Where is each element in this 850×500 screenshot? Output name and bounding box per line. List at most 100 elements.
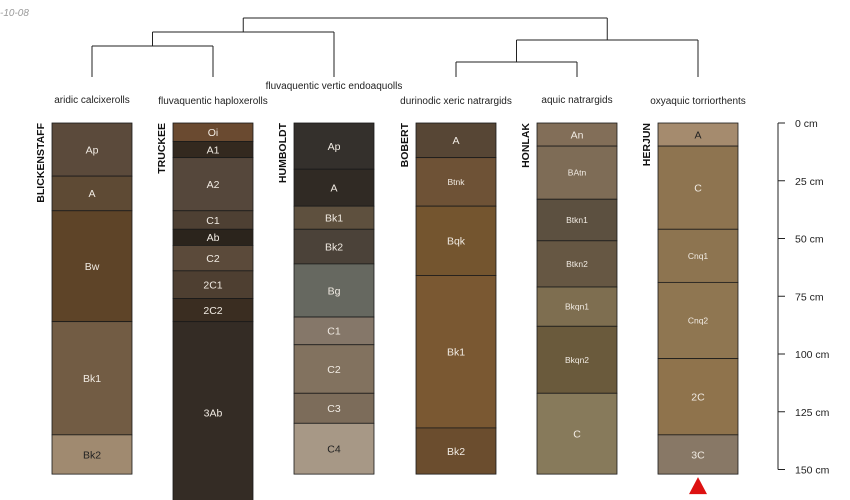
horizon-label: Bw bbox=[85, 261, 100, 273]
horizon-humboldt-4: Bg bbox=[293, 263, 375, 318]
horizon-label: C2 bbox=[206, 253, 220, 265]
horizon-humboldt-0: Ap bbox=[293, 122, 375, 170]
horizon-humboldt-3: Bk2 bbox=[293, 228, 375, 265]
horizon-honlak-1: BAtn bbox=[536, 145, 618, 200]
horizon-bobert-0: A bbox=[415, 122, 497, 159]
horizon-truckee-2: A2 bbox=[172, 157, 254, 212]
soil-profiles: Ap A Bw Bk1 Bk2 BLICKENSTAFF Oi A1 A2 C1 Ab C2 2C1 2C… bbox=[35, 122, 739, 500]
horizon-label: C4 bbox=[327, 443, 341, 455]
horizon-rect bbox=[657, 281, 739, 360]
horizon-honlak-5: Bkqn2 bbox=[536, 325, 618, 394]
dendrogram bbox=[91, 17, 699, 77]
horizon-blickenstaff-0: Ap bbox=[51, 122, 133, 177]
taxon-label-blickenstaff: aridic calcixerolls bbox=[54, 95, 130, 106]
horizon-rect bbox=[51, 434, 133, 475]
depth-marker-triangle bbox=[689, 477, 707, 495]
horizon-truckee-8: 3Ab bbox=[172, 321, 254, 500]
horizon-rect bbox=[172, 321, 254, 500]
horizon-rect bbox=[293, 122, 375, 170]
horizon-label: Cnq1 bbox=[688, 251, 709, 261]
taxon-label-humboldt: fluvaquentic vertic endoaquolls bbox=[266, 81, 403, 92]
profile-name: BOBERT bbox=[399, 122, 411, 167]
horizon-label: C bbox=[573, 428, 581, 440]
profile-truckee: Oi A1 A2 C1 Ab C2 2C1 2C2 3Ab TRUCKEE bbox=[156, 122, 254, 500]
horizon-rect bbox=[536, 198, 618, 242]
horizon-blickenstaff-2: Bw bbox=[51, 210, 133, 323]
horizon-label: 2C2 bbox=[203, 305, 222, 317]
horizon-honlak-2: Btkn1 bbox=[536, 198, 618, 242]
horizon-blickenstaff-4: Bk2 bbox=[51, 434, 133, 475]
horizon-herjun-3: Cnq2 bbox=[657, 281, 739, 360]
horizon-label: A bbox=[694, 129, 701, 141]
depth-tick-label: 150 cm bbox=[795, 465, 830, 477]
horizon-truckee-1: A1 bbox=[172, 141, 254, 159]
horizon-herjun-2: Cnq1 bbox=[657, 228, 739, 283]
horizon-rect bbox=[51, 175, 133, 212]
horizon-label: An bbox=[571, 129, 584, 141]
taxon-labels: aridic calcixerolls fluvaquentic haploxer… bbox=[54, 81, 746, 107]
horizon-label: A1 bbox=[207, 144, 220, 156]
taxon-label-truckee: fluvaquentic haploxerolls bbox=[158, 96, 268, 107]
horizon-rect bbox=[51, 321, 133, 436]
horizon-rect bbox=[293, 168, 375, 207]
horizon-label: A bbox=[452, 135, 459, 147]
profile-blickenstaff: Ap A Bw Bk1 Bk2 BLICKENSTAFF bbox=[35, 122, 133, 475]
horizon-rect bbox=[293, 228, 375, 265]
horizon-truckee-7: 2C2 bbox=[172, 298, 254, 323]
profile-bobert: A Btnk Bqk Bk1 Bk2 BOBERT bbox=[399, 122, 497, 475]
horizon-label: A2 bbox=[207, 179, 220, 191]
horizon-label: C3 bbox=[327, 403, 341, 415]
depth-tick-label: 125 cm bbox=[795, 407, 830, 419]
horizon-label: Bk2 bbox=[325, 241, 343, 253]
horizon-humboldt-8: C4 bbox=[293, 422, 375, 475]
horizon-label: Bk2 bbox=[447, 446, 465, 458]
horizon-label: A bbox=[330, 182, 337, 194]
horizon-rect bbox=[172, 270, 254, 299]
horizon-herjun-4: 2C bbox=[657, 358, 739, 436]
horizon-label: Ap bbox=[86, 144, 99, 156]
horizon-humboldt-2: Bk1 bbox=[293, 205, 375, 230]
horizon-blickenstaff-1: A bbox=[51, 175, 133, 212]
horizon-herjun-5: 3C bbox=[657, 434, 739, 475]
taxon-label-honlak: aquic natrargids bbox=[541, 95, 612, 106]
horizon-rect bbox=[415, 275, 497, 429]
horizon-bobert-3: Bk1 bbox=[415, 275, 497, 429]
profile-humboldt: Ap A Bk1 Bk2 Bg C1 C2 C3 C4 HUMBOLDT bbox=[277, 122, 375, 475]
taxon-label-bobert: durinodic xeric natrargids bbox=[400, 96, 512, 107]
horizon-label: Cnq2 bbox=[688, 316, 709, 326]
horizon-rect bbox=[415, 427, 497, 475]
horizon-label: A bbox=[88, 188, 95, 200]
horizon-label: 2C1 bbox=[203, 279, 222, 291]
horizon-label: Bkqn1 bbox=[565, 302, 589, 312]
horizon-rect bbox=[536, 325, 618, 394]
horizon-humboldt-7: C3 bbox=[293, 392, 375, 424]
horizon-label: BAtn bbox=[568, 168, 587, 178]
horizon-label: 3Ab bbox=[204, 408, 223, 420]
horizon-truckee-6: 2C1 bbox=[172, 270, 254, 299]
horizon-label: Btnk bbox=[447, 177, 465, 187]
horizon-label: C1 bbox=[206, 215, 220, 227]
horizon-label: C2 bbox=[327, 364, 341, 376]
horizon-honlak-0: An bbox=[536, 122, 618, 147]
horizon-bobert-2: Bqk bbox=[415, 205, 497, 276]
horizon-label: Bkqn2 bbox=[565, 355, 589, 365]
horizon-rect bbox=[657, 145, 739, 230]
horizon-rect bbox=[536, 240, 618, 288]
horizon-rect bbox=[51, 122, 133, 177]
horizon-humboldt-6: C2 bbox=[293, 344, 375, 394]
corner-label: -10-08 bbox=[0, 8, 29, 19]
profile-name: HERJUN bbox=[641, 123, 653, 166]
horizon-rect bbox=[536, 392, 618, 475]
horizon-label: Bk1 bbox=[447, 346, 465, 358]
horizon-herjun-0: A bbox=[657, 122, 739, 147]
horizon-humboldt-1: A bbox=[293, 168, 375, 207]
horizon-rect bbox=[657, 228, 739, 283]
taxon-label-herjun: oxyaquic torriorthents bbox=[650, 96, 746, 107]
horizon-honlak-4: Bkqn1 bbox=[536, 286, 618, 327]
horizon-humboldt-5: C1 bbox=[293, 316, 375, 346]
profile-honlak: An BAtn Btkn1 Btkn2 Bkqn1 Bkqn2 C HONLAK bbox=[520, 122, 618, 475]
horizon-label: Oi bbox=[208, 127, 219, 139]
horizon-label: Ab bbox=[207, 232, 220, 244]
profile-name: TRUCKEE bbox=[156, 123, 168, 174]
